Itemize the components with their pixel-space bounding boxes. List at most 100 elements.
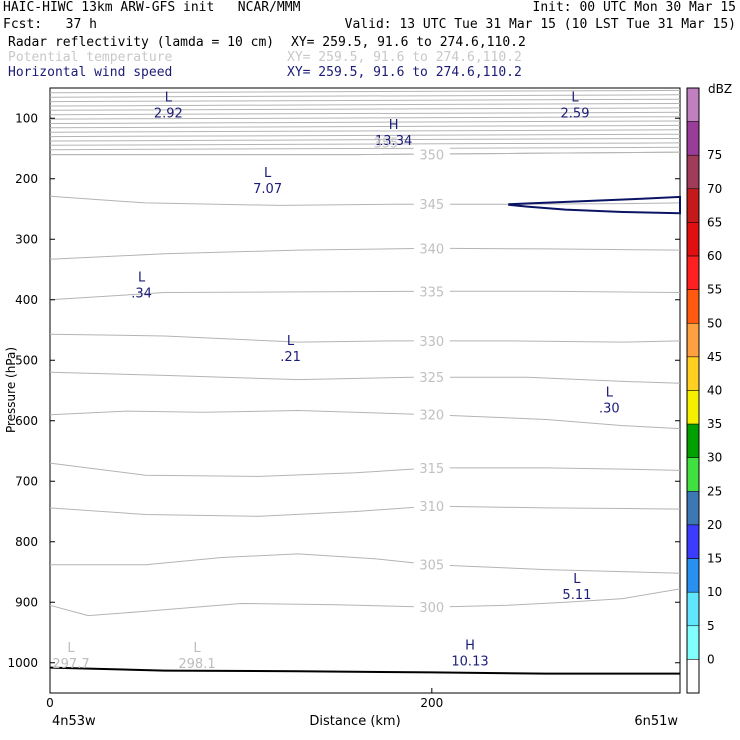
theta-label-bg bbox=[413, 498, 450, 515]
colorbar-label: 35 bbox=[707, 417, 722, 431]
y-tick-label: 200 bbox=[15, 172, 38, 186]
extremum-letter: L bbox=[264, 166, 272, 181]
extremum-value: .34 bbox=[131, 287, 152, 302]
extremum-value: 10.13 bbox=[451, 654, 488, 669]
y-axis-label: Pressure (hPa) bbox=[4, 347, 18, 433]
stratosphere-contour-line bbox=[49, 129, 681, 133]
theta-contour-335 bbox=[49, 290, 681, 301]
theta-contour-320 bbox=[49, 409, 681, 430]
y-tick-label: 500 bbox=[15, 353, 38, 367]
terrain-surface-line bbox=[49, 666, 680, 675]
theta-contour-315 bbox=[49, 462, 681, 477]
colorbar-unit: dBZ bbox=[708, 82, 732, 96]
colorbar-label: 5 bbox=[707, 619, 715, 633]
theta-label: 330 bbox=[419, 335, 444, 350]
colorbar-swatch bbox=[686, 625, 700, 660]
theta-label-bg bbox=[413, 332, 450, 349]
y-tick-label: 300 bbox=[15, 232, 38, 246]
theta-label-bg bbox=[413, 406, 450, 423]
extremum-letter: L bbox=[193, 641, 201, 656]
stratosphere-contour-line bbox=[49, 107, 681, 111]
theta-contour-340 bbox=[49, 247, 681, 260]
theta-contour-330 bbox=[49, 333, 681, 343]
theta-contour-305 bbox=[50, 553, 681, 574]
colorbar-label: 30 bbox=[707, 451, 722, 465]
colorbar-swatch bbox=[686, 423, 700, 458]
colorbar-frame bbox=[686, 87, 700, 694]
extremum-value: 297.7 bbox=[52, 657, 89, 672]
stratosphere-contour-line bbox=[49, 94, 681, 98]
colorbar-label: 15 bbox=[707, 552, 722, 566]
theta-label: 300 bbox=[419, 601, 444, 616]
colorbar-swatch bbox=[686, 255, 700, 290]
x-tick-label: 0 bbox=[46, 696, 54, 710]
theta-label: 315 bbox=[419, 462, 444, 477]
extremum-value: .21 bbox=[280, 350, 301, 365]
colorbar-label: 10 bbox=[707, 585, 722, 599]
colorbar-label: 55 bbox=[707, 283, 722, 297]
field-name-wind: Horizontal wind speed bbox=[8, 65, 173, 80]
init-time: Init: 00 UTC Mon 30 Mar 15 bbox=[532, 0, 737, 15]
theta-label: 310 bbox=[419, 500, 444, 515]
colorbar-swatch bbox=[686, 121, 700, 156]
field-xy-reflectivity: XY= 259.5, 91.6 to 274.6,110.2 bbox=[291, 35, 526, 50]
wind-speed-contour bbox=[508, 195, 681, 215]
colorbar-swatch bbox=[686, 323, 700, 358]
stratosphere-contour-line bbox=[49, 142, 681, 146]
y-tick-label: 1000 bbox=[7, 656, 38, 670]
extremum-letter: L bbox=[165, 90, 173, 105]
stratosphere-contour-line bbox=[49, 89, 681, 94]
field-name-reflectivity: Radar reflectivity (lamda = 10 cm) bbox=[8, 35, 275, 50]
theta-label: 305 bbox=[419, 559, 444, 574]
x-endpoint-right: 6n51w bbox=[634, 714, 678, 729]
stratosphere-contour-line bbox=[49, 138, 681, 142]
stratosphere-contours bbox=[49, 89, 681, 151]
forecast-hour: Fcst: 37 h bbox=[3, 17, 97, 32]
theta-label-bg bbox=[413, 196, 450, 213]
extremum-value: 355 bbox=[374, 137, 399, 152]
title-line: HAIC-HIWC 13km ARW-GFS init NCAR/MMM bbox=[3, 0, 301, 15]
theta-label-bg bbox=[413, 459, 450, 476]
colorbar-label: 50 bbox=[707, 316, 722, 330]
field-xy-theta: XY= 259.5, 91.6 to 274.6,110.2 bbox=[287, 50, 522, 65]
theta-contour-300 bbox=[49, 588, 681, 617]
extremum-value: 7.07 bbox=[253, 182, 282, 197]
theta-contour-310 bbox=[49, 505, 681, 517]
colorbar-label: 60 bbox=[707, 249, 722, 263]
theta-label-bg bbox=[413, 556, 450, 573]
x-endpoint-left: 4n53w bbox=[52, 714, 96, 729]
extremum-letter: L bbox=[287, 334, 295, 349]
stratosphere-contour-line bbox=[49, 111, 681, 116]
stratosphere-contour-line bbox=[49, 116, 681, 120]
extremum-letter: L bbox=[571, 90, 579, 105]
colorbar-swatch bbox=[686, 659, 700, 694]
theta-label-bg bbox=[413, 369, 450, 386]
theta-contours: 360350345340335330325320315310305300 bbox=[49, 146, 681, 617]
extremum-value: 2.59 bbox=[561, 106, 590, 121]
colorbar-label: 70 bbox=[707, 182, 722, 196]
extremum-letter: H bbox=[389, 118, 399, 133]
colorbar-swatch bbox=[686, 188, 700, 223]
colorbar-swatch bbox=[686, 457, 700, 492]
extremum-letter: L bbox=[67, 641, 75, 656]
theta-label: 340 bbox=[419, 242, 444, 257]
colorbar-swatch bbox=[686, 154, 700, 190]
extremum-value: 13.34 bbox=[375, 134, 412, 149]
theta-label: 320 bbox=[419, 409, 444, 424]
y-tick-label: 600 bbox=[15, 414, 38, 428]
extremum-letter: L bbox=[606, 386, 614, 401]
wind-speed-contours bbox=[508, 195, 681, 215]
colorbar-swatch bbox=[686, 491, 700, 526]
plot-frame bbox=[49, 87, 681, 694]
x-axis-label: Distance (km) bbox=[309, 714, 400, 729]
stratosphere-contour-line bbox=[49, 98, 681, 103]
colorbar-label: 65 bbox=[707, 215, 722, 229]
colorbar-swatch bbox=[686, 289, 700, 324]
theta-label: 325 bbox=[419, 371, 444, 386]
extremum-value: 5.11 bbox=[562, 588, 591, 603]
field-xy-wind: XY= 259.5, 91.6 to 274.6,110.2 bbox=[287, 65, 522, 80]
y-tick-label: 400 bbox=[15, 293, 38, 307]
extremum-letter: H bbox=[465, 638, 475, 653]
